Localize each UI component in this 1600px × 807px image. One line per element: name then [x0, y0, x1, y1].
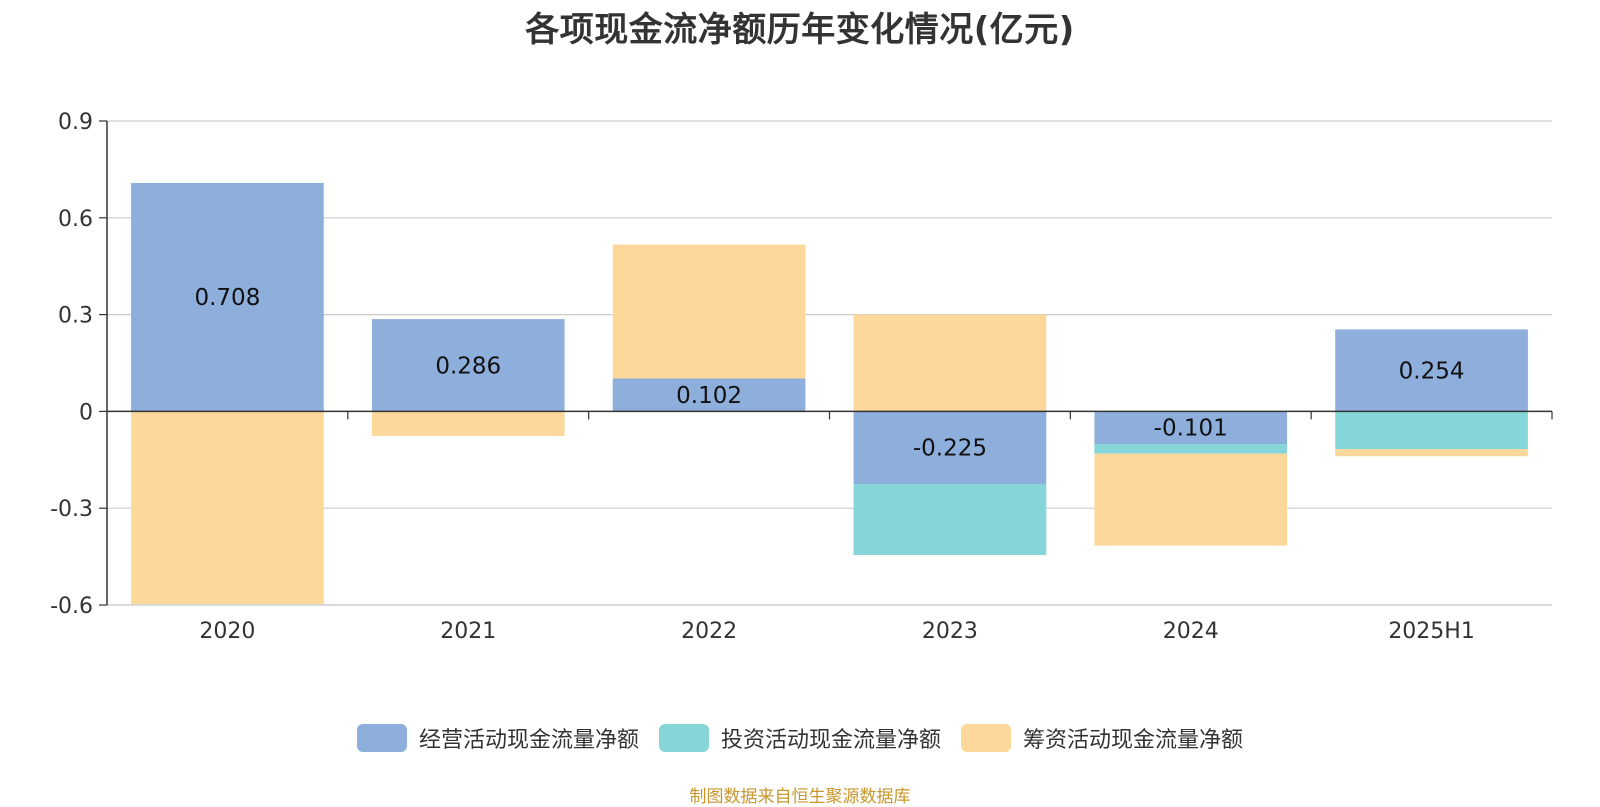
axes: 0.9 0.6 0.3 0 -0.3 -0.6 2020 2021 2022 2023 2024 20…	[50, 110, 1553, 644]
data-label: 0.254	[1399, 358, 1465, 384]
x-tick-label: 2024	[1163, 619, 1219, 644]
x-tick-label: 2023	[922, 619, 978, 644]
y-tick-label: 0.6	[58, 207, 93, 232]
bar-series2-2022	[612, 244, 806, 379]
x-tick-label: 2025H1	[1388, 619, 1475, 644]
bars	[131, 182, 1528, 605]
legend-item-investing[interactable]: 投资活动现金流量净额	[658, 722, 941, 754]
data-label: -0.225	[913, 436, 987, 462]
legend: 经营活动现金流量净额 投资活动现金流量净额 筹资活动现金流量净额	[0, 722, 1600, 754]
y-tick-label: -0.6	[50, 594, 93, 619]
bar-series0-2024	[1094, 411, 1288, 444]
bar-series0-2023	[853, 411, 1047, 484]
legend-swatch-operating	[356, 724, 407, 752]
x-tick-label: 2022	[681, 619, 737, 644]
grid-lines	[107, 120, 1552, 606]
bar-series1-2024	[1094, 443, 1288, 454]
bar-series0-2022	[612, 378, 806, 412]
legend-label-financing: 筹资活动现金流量净额	[1023, 728, 1244, 753]
data-label: 0.102	[676, 383, 742, 409]
legend-swatch-financing	[961, 724, 1011, 752]
legend-label-investing: 投资活动现金流量净额	[720, 728, 941, 753]
bar-series2-2021	[371, 411, 565, 436]
bar-series1-2023	[853, 484, 1047, 555]
data-source-note: 制图数据来自恒生聚源数据库	[689, 787, 911, 807]
x-tick-label: 2020	[199, 619, 255, 644]
legend-item-financing[interactable]: 筹资活动现金流量净额	[961, 722, 1243, 754]
bar-series2-2025H1	[1335, 449, 1528, 457]
x-tick-label: 2021	[440, 619, 496, 644]
data-label: -0.101	[1154, 416, 1228, 442]
chart-title: 各项现金流净额历年变化情况(亿元)	[525, 10, 1075, 50]
legend-swatch-investing	[658, 724, 709, 752]
bar-series0-2025H1	[1335, 329, 1528, 412]
data-label: 0.286	[435, 353, 501, 379]
y-tick-label: 0	[79, 400, 93, 425]
y-tick-label: 0.3	[58, 304, 93, 329]
y-tick-label: -0.3	[50, 497, 93, 522]
bar-series2-2020	[131, 411, 324, 605]
bar-series0-2020	[131, 182, 324, 412]
bar-series0-2021	[371, 319, 565, 412]
data-label: 0.708	[194, 285, 260, 311]
legend-item-operating[interactable]: 经营活动现金流量净额	[356, 722, 639, 754]
y-tick-label: 0.9	[58, 110, 93, 135]
legend-label-operating: 经营活动现金流量净额	[418, 728, 639, 753]
data-labels: 0.708 0.286 0.102 -0.225 -0.101 0.254	[194, 285, 1464, 462]
bar-series2-2023	[853, 314, 1047, 412]
bar-series2-2024	[1094, 453, 1288, 546]
bar-series1-2025H1	[1335, 411, 1528, 450]
